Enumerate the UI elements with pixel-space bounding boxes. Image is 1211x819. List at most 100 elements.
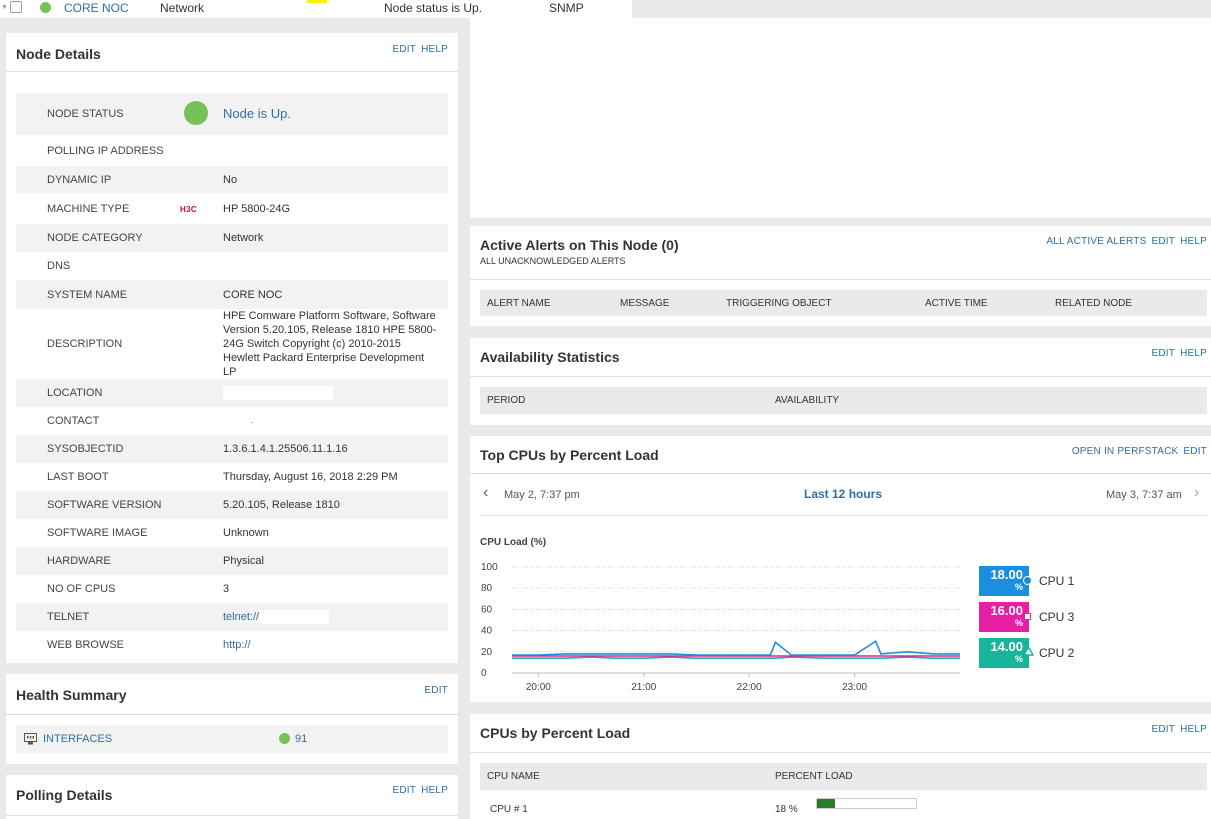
panel-links: EDIT HELP: [1146, 724, 1207, 735]
legend-cpu2-value: 14.00 %: [979, 638, 1029, 668]
table-row: SOFTWARE IMAGE Unknown: [16, 519, 448, 547]
row-value: CORE NOC: [223, 288, 283, 301]
table-row: WEB BROWSE http://: [16, 631, 448, 659]
help-link[interactable]: HELP: [421, 785, 448, 796]
divider: [470, 473, 1211, 474]
row-label: WEB BROWSE: [47, 639, 125, 651]
cpu-load-chart[interactable]: 100 80 60 40 20 0 20:00 21:00 22:00 23:00: [470, 554, 970, 699]
row-label: LOCATION: [47, 387, 103, 399]
row-label: NODE STATUS: [47, 108, 124, 120]
legend-value: 18.00: [990, 567, 1023, 582]
help-link[interactable]: HELP: [1180, 236, 1207, 247]
panel-title: Availability Statistics: [480, 349, 620, 365]
table-row: CONTACT .: [16, 407, 448, 435]
column-header[interactable]: ALERT NAME: [487, 297, 551, 309]
node-status-value[interactable]: Node is Up.: [223, 106, 291, 121]
panel-title: Active Alerts on This Node (0): [480, 237, 679, 253]
edit-link[interactable]: EDIT: [1151, 348, 1176, 359]
column-header[interactable]: CPU NAME: [487, 771, 540, 782]
row-value: Unknown: [223, 527, 269, 539]
highlight-marker: [307, 0, 327, 3]
y-tick-label: 20: [481, 647, 493, 658]
column-header[interactable]: MESSAGE: [620, 297, 670, 309]
edit-link[interactable]: EDIT: [1183, 446, 1207, 457]
table-row: NODE STATUS Node is Up.: [16, 93, 448, 135]
health-summary-panel: Health Summary EDIT INTERFACES 91: [6, 674, 458, 764]
help-link[interactable]: HELP: [1180, 724, 1207, 735]
panel-title: CPUs by Percent Load: [480, 725, 631, 741]
y-tick-label: 80: [481, 583, 493, 594]
legend-cpu1-name: CPU 1: [1039, 574, 1075, 588]
column-header[interactable]: PERIOD: [487, 395, 526, 406]
chevron-left-icon[interactable]: ‹: [483, 484, 489, 501]
column-header[interactable]: RELATED NODE: [1055, 297, 1133, 309]
row-value: HPE Comware Platform Software, Software …: [223, 310, 437, 378]
circle-marker-icon: [1023, 576, 1032, 585]
row-label: SOFTWARE IMAGE: [47, 527, 148, 539]
column-header[interactable]: AVAILABILITY: [775, 395, 840, 406]
row-value: Thursday, August 16, 2018 2:29 PM: [223, 471, 398, 483]
edit-link[interactable]: EDIT: [1151, 236, 1176, 247]
interfaces-count[interactable]: 91: [295, 733, 308, 745]
divider: [6, 714, 458, 715]
table-row: SOFTWARE VERSION 5.20.105, Release 1810: [16, 491, 448, 519]
panel-links: EDIT HELP: [1146, 348, 1207, 359]
edit-link[interactable]: EDIT: [392, 44, 417, 55]
help-link[interactable]: HELP: [421, 44, 448, 55]
legend-cpu3-value: 16.00 %: [979, 602, 1029, 632]
web-browse-link[interactable]: http://: [223, 639, 251, 651]
column-header[interactable]: PERCENT LOAD: [775, 771, 853, 782]
row-label: DYNAMIC IP: [47, 173, 112, 186]
row-checkbox[interactable]: [10, 1, 22, 13]
status-up-icon: [184, 100, 208, 125]
panel-links: OPEN IN PERFSTACK EDIT: [1067, 446, 1207, 457]
redacted-value: [259, 610, 330, 624]
interfaces-row[interactable]: INTERFACES 91: [16, 725, 448, 753]
node-list-row[interactable]: ▼ CORE NOC Network Node status is Up. SN…: [0, 0, 632, 18]
cpu-load-text: 18 %: [775, 804, 798, 815]
telnet-link[interactable]: telnet://: [223, 611, 260, 623]
interfaces-link[interactable]: INTERFACES: [43, 733, 113, 745]
node-name-link[interactable]: CORE NOC: [64, 1, 129, 15]
y-tick-label: 0: [481, 668, 487, 679]
divider: [470, 279, 1211, 280]
cpus-table-header: CPU NAME PERCENT LOAD: [480, 763, 1207, 790]
ethernet-port-icon: [24, 733, 37, 745]
row-label: DESCRIPTION: [47, 338, 123, 350]
row-label: DNS: [47, 260, 71, 272]
table-row: LOCATION: [16, 379, 448, 407]
edit-link[interactable]: EDIT: [1151, 724, 1176, 735]
legend-cpu2-name: CPU 2: [1039, 646, 1075, 660]
column-header[interactable]: TRIGGERING OBJECT: [726, 297, 832, 309]
y-tick-label: 40: [481, 626, 493, 637]
cpu-name: CPU # 1: [490, 804, 528, 815]
row-value: 3: [223, 583, 230, 595]
expand-triangle-icon[interactable]: ▼: [1, 4, 8, 11]
series-line-cpu-2: [512, 656, 960, 659]
edit-link[interactable]: EDIT: [424, 685, 448, 696]
chevron-right-icon[interactable]: ›: [1194, 484, 1200, 501]
table-row: DNS: [16, 252, 448, 280]
legend-unit: %: [1014, 654, 1023, 664]
divider: [480, 515, 1207, 516]
panel-links: EDIT HELP: [387, 785, 448, 796]
help-link[interactable]: HELP: [1180, 348, 1207, 359]
table-row: NODE CATEGORY Network: [16, 224, 448, 252]
active-alerts-panel: Active Alerts on This Node (0) ALL UNACK…: [470, 226, 1211, 326]
open-in-perfstack-link[interactable]: OPEN IN PERFSTACK: [1071, 446, 1179, 457]
all-active-alerts-link[interactable]: ALL ACTIVE ALERTS: [1046, 236, 1147, 247]
series-line-cpu-1: [512, 640, 960, 656]
column-header[interactable]: ACTIVE TIME: [925, 297, 988, 309]
x-tick-label: 20:00: [526, 682, 551, 693]
row-value: Network: [223, 232, 264, 244]
top-cpus-panel: Top CPUs by Percent Load OPEN IN PERFSTA…: [470, 436, 1211, 702]
row-label: HARDWARE: [47, 555, 111, 567]
divider: [470, 752, 1211, 753]
table-row: HARDWARE Physical: [16, 547, 448, 575]
range-selector[interactable]: Last 12 hours: [804, 487, 883, 501]
row-label: NODE CATEGORY: [47, 232, 143, 244]
legend-value: 16.00: [990, 603, 1023, 618]
panel-links: EDIT HELP: [387, 44, 448, 55]
node-details-table: NODE STATUS Node is Up. POLLING IP ADDRE…: [16, 93, 448, 659]
edit-link[interactable]: EDIT: [392, 785, 417, 796]
